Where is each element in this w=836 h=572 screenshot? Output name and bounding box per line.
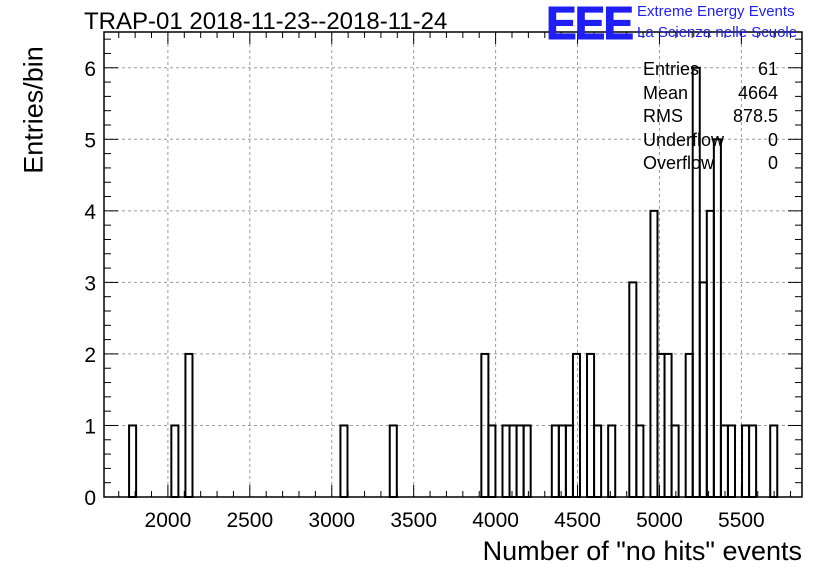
x-tick-label: 4000: [472, 509, 519, 532]
histogram-bin: [670, 424, 680, 499]
histogram-bin: [698, 281, 708, 498]
histogram-bin: [628, 281, 638, 498]
y-tick-label: 4: [84, 201, 96, 224]
histogram-bin: [726, 424, 736, 499]
stat-value: 4664: [737, 82, 778, 103]
stat-key: RMS: [643, 106, 683, 126]
histogram-bin: [508, 424, 518, 499]
grid: [104, 32, 802, 497]
histogram-bin: [170, 424, 180, 499]
histogram-bin: [593, 424, 603, 499]
logo-line-2: La Scienza nelle Scuole: [637, 24, 798, 41]
histogram-bin: [487, 424, 497, 499]
x-tick-label: 5500: [718, 509, 765, 532]
chart-title: TRAP-01 2018-11-23--2018-11-24: [84, 8, 448, 35]
x-axis-label: Number of "no hits" events: [482, 536, 802, 566]
y-tick-label: 3: [84, 272, 96, 295]
axes: 2000 2500 3000 3500 4000 4500 5000 5500 0 1 2 3 4 5 6: [84, 31, 803, 532]
stat-value: 61: [757, 59, 778, 79]
logo-line-1: Extreme Energy Events: [637, 3, 795, 20]
histogram-bin: [769, 424, 779, 499]
y-axis-label: Entries/bin: [18, 46, 49, 174]
stat-value: 0: [767, 129, 778, 150]
x-tick-label: 3000: [308, 509, 355, 532]
histogram-bin: [522, 424, 532, 499]
y-tick-label: 5: [84, 129, 96, 152]
stat-underflow: Underflow 0: [640, 129, 782, 153]
x-tick-label: 2500: [226, 509, 273, 532]
histogram-bin: [388, 424, 398, 499]
histogram-bin: [128, 424, 138, 499]
stat-value: 878.5: [732, 106, 778, 126]
x-tick-label: 2000: [145, 509, 192, 532]
histogram-bin: [564, 424, 574, 499]
y-tick-label: 0: [84, 487, 96, 510]
stat-value: 0: [767, 153, 778, 173]
histogram-bin: [635, 424, 645, 499]
eee-logo: EEE: [545, 0, 634, 49]
plot-frame: [103, 31, 803, 498]
stat-key: Overflow: [643, 153, 715, 173]
x-tick-label: 4500: [554, 509, 601, 532]
stat-key: Underflow: [643, 129, 725, 150]
stat-key: Mean: [643, 82, 689, 103]
x-tick-label: 5000: [636, 509, 683, 532]
histogram-bin: [719, 424, 729, 499]
stat-overflow: Overflow 0: [640, 152, 782, 176]
stats-box: Entries 61 Mean 4664 RMS 878.5 Underflow…: [640, 58, 782, 176]
histogram-bin: [748, 424, 758, 499]
y-tick-label: 2: [84, 344, 96, 367]
histogram-bin: [607, 424, 617, 499]
histogram-bin: [550, 424, 560, 499]
histogram-bin: [339, 424, 349, 499]
histogram-bin: [741, 424, 751, 499]
histogram-bin: [501, 424, 511, 499]
stat-mean: Mean 4664: [640, 82, 782, 106]
y-tick-label: 1: [84, 415, 96, 438]
histogram-bin: [557, 424, 567, 499]
stat-key: Entries: [643, 59, 700, 79]
stat-entries: Entries 61: [640, 58, 782, 82]
x-tick-label: 3500: [390, 509, 437, 532]
stat-rms: RMS 878.5: [640, 105, 782, 129]
histogram-bin: [515, 424, 525, 499]
y-tick-label: 6: [84, 58, 96, 81]
histogram-bin: [712, 138, 722, 499]
